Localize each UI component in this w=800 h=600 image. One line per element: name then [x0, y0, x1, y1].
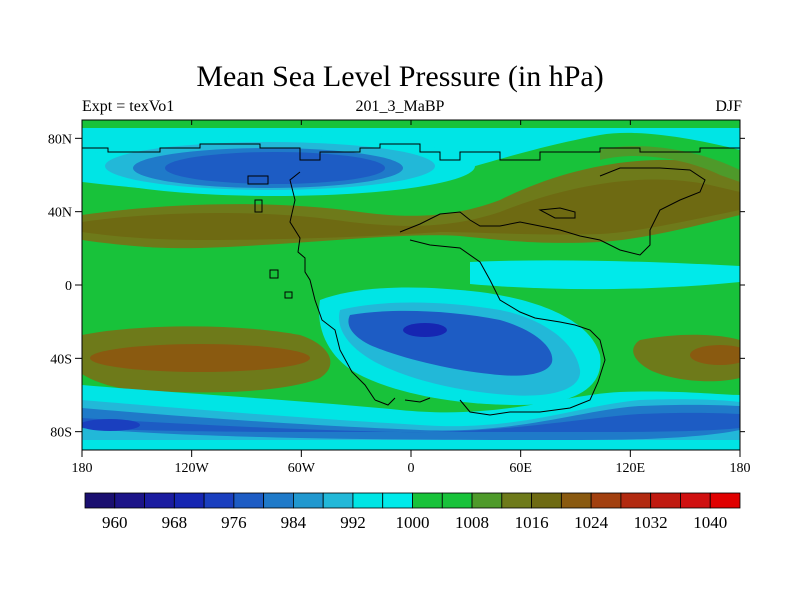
coastline-island-c: [284, 291, 293, 299]
y-tick-label: 80N: [48, 132, 72, 147]
experiment-label: Expt = texVo1: [82, 98, 175, 115]
coastline-arctic: [82, 143, 740, 161]
coastline-inland-sea: [538, 207, 576, 219]
field-nlow-984: [165, 152, 385, 184]
x-tick-label: 60E: [509, 461, 532, 476]
colorbar-box: [173, 492, 205, 509]
field-slow-980: [403, 323, 447, 337]
coastline-south-fragment: [404, 397, 431, 403]
field-tropical-low: [470, 260, 740, 290]
colorbar-box: [322, 492, 354, 509]
field-tropics-1008: [82, 240, 740, 285]
y-tick-label: 40S: [50, 352, 72, 367]
field-nhigh-1020: [82, 179, 740, 240]
coastline-island-b: [269, 269, 279, 279]
colorbar-box: [620, 492, 652, 509]
coastline-island-north: [247, 175, 269, 185]
colorbar-box: [590, 492, 622, 509]
x-tick-label: 120W: [175, 461, 210, 476]
coastline-cape-horn: [374, 397, 396, 406]
colorbar-box: [441, 492, 473, 509]
colorbar-label: 1040: [693, 513, 727, 532]
colorbar-box: [293, 492, 324, 509]
colorbar-box: [203, 492, 235, 509]
colorbar-label: 1032: [634, 513, 668, 532]
x-tick-label: 120E: [616, 461, 646, 476]
field-asia-1012: [600, 146, 740, 182]
x-tick-label: 60W: [288, 461, 316, 476]
colorbar-box: [233, 492, 265, 509]
field-south-980: [82, 412, 740, 433]
colorbar-box: [709, 492, 741, 509]
colorbar-box: [144, 492, 175, 509]
colorbar-label: 1016: [515, 513, 549, 532]
colorbar-box: [501, 492, 532, 509]
colorbar-label: 992: [340, 513, 366, 532]
x-tick-label: 0: [408, 461, 415, 476]
coastline-eurasia: [399, 167, 706, 256]
colorbar-label: 960: [102, 513, 128, 532]
axis-layer: 180 120W 60W 0 60E 120E 180 80N 40N 0 40S 80S: [48, 120, 751, 476]
colorbar-box: [352, 492, 384, 509]
coastlines: [82, 143, 740, 416]
colorbar-box: [560, 492, 592, 509]
y-tick-label: 40N: [48, 206, 72, 221]
colorbar: 960 968 976 984 992 1000 1008 1016 1024 1032 1040: [84, 492, 741, 532]
map-title: Mean Sea Level Pressure (in hPa): [196, 60, 604, 93]
colorbar-label: 1000: [396, 513, 430, 532]
colorbar-label: 1024: [574, 513, 609, 532]
y-tick-label: 80S: [50, 426, 72, 441]
colorbar-box: [531, 492, 562, 509]
colorbar-box: [680, 492, 711, 509]
colorbar-label: 976: [221, 513, 247, 532]
field-slow-988: [348, 310, 553, 376]
coastline-africa-indian: [409, 239, 606, 416]
coastline-americas: [289, 171, 376, 401]
colorbar-box: [382, 492, 413, 509]
coastline-island-a: [254, 199, 263, 213]
colorbar-box: [412, 492, 443, 509]
colorbar-box: [263, 492, 294, 509]
colorbar-label: 984: [281, 513, 307, 532]
field-south-976: [82, 419, 140, 431]
x-tick-label: 180: [730, 461, 751, 476]
field-polar-south: [82, 440, 740, 450]
colorbar-label: 1008: [455, 513, 489, 532]
colorbar-box: [84, 492, 116, 509]
pressure-field: [82, 120, 740, 450]
run-label: 201_3_MaBP: [355, 98, 445, 115]
season-label: DJF: [715, 98, 742, 115]
field-shigh-east-1024: [690, 345, 740, 365]
colorbar-label: 968: [162, 513, 188, 532]
colorbar-box: [650, 492, 681, 509]
colorbar-box: [471, 492, 503, 509]
x-tick-label: 180: [72, 461, 93, 476]
colorbar-box: [114, 492, 145, 509]
field-shigh-pacific-1024: [90, 344, 310, 372]
y-tick-label: 0: [65, 279, 72, 294]
